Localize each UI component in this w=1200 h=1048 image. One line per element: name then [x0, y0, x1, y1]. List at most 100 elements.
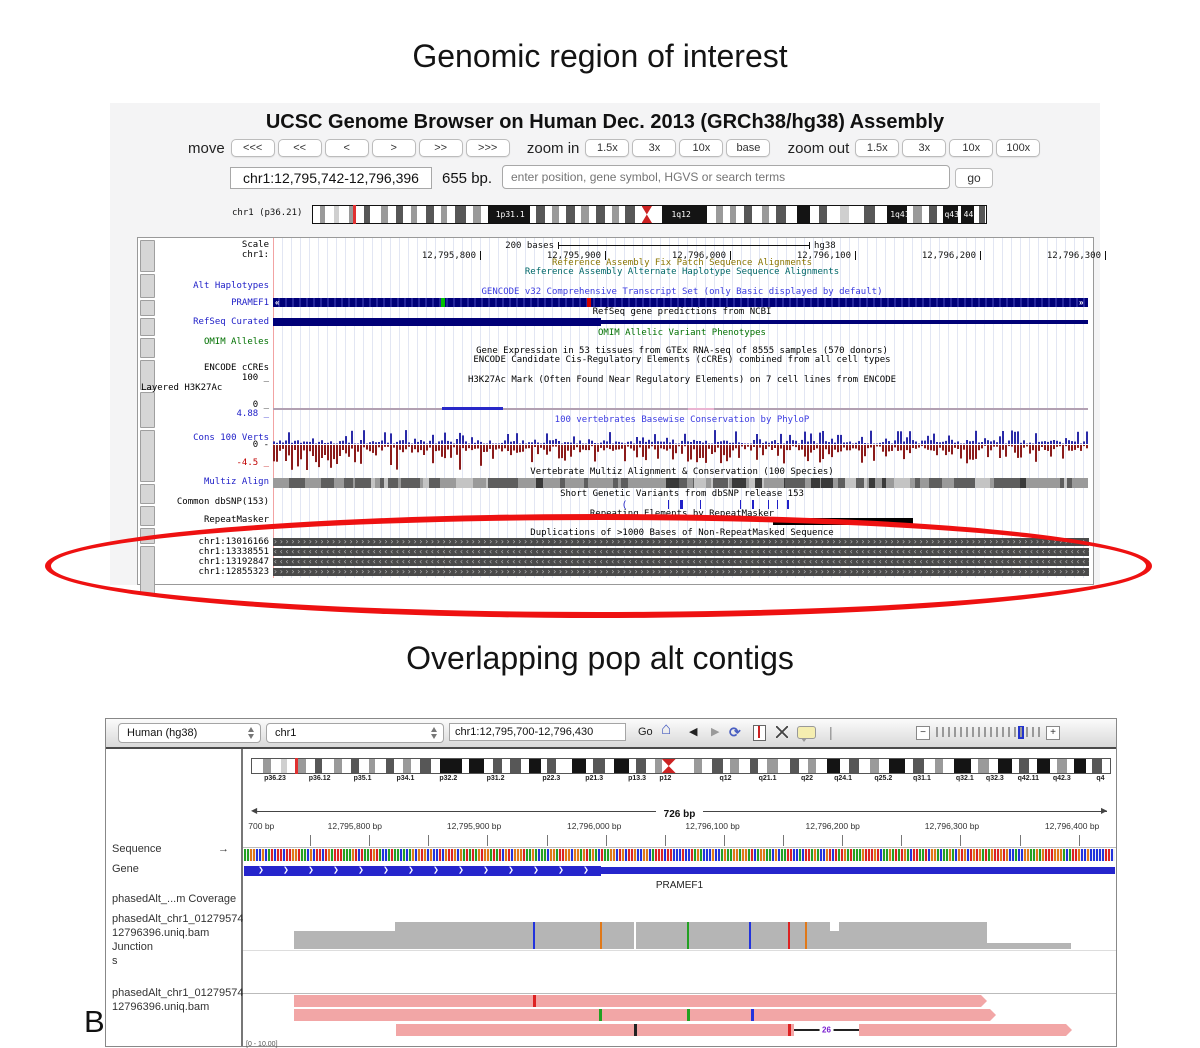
- sequence-base-stripe: [1003, 849, 1005, 861]
- track-drag-handle[interactable]: [140, 274, 155, 298]
- duplication-row-label: chr1:13192847: [198, 557, 269, 567]
- track-drag-handle[interactable]: [140, 430, 155, 482]
- ucsc-zoom-out-button[interactable]: 10x: [949, 139, 994, 158]
- ucsc-move-button[interactable]: >: [371, 139, 416, 158]
- ideogram-band-label: q42.3: [1052, 775, 1071, 782]
- ucsc-zoom-out-button[interactable]: 3x: [902, 139, 947, 158]
- span-label-wrap: 726 bp: [243, 804, 1116, 822]
- track-drag-handle[interactable]: [140, 546, 155, 594]
- sequence-base-stripe: [481, 849, 483, 861]
- coverage-allele-tick: [788, 922, 790, 949]
- ideogram-band: [799, 759, 808, 773]
- ideogram-band: [878, 759, 890, 773]
- ideogram-band: [661, 759, 676, 773]
- ideogram-band: [711, 759, 723, 773]
- chromosome-ideogram[interactable]: 1p31.1 1q12 1q41 q43 44: [312, 205, 987, 224]
- track-drag-handle[interactable]: [140, 528, 155, 544]
- ideogram-band: [434, 206, 441, 223]
- forward-icon[interactable]: ▶: [711, 726, 720, 738]
- ideogram-band: [313, 206, 320, 223]
- chromosome-select[interactable]: chr1: [266, 723, 444, 743]
- repeatmasker-bar: [773, 518, 913, 525]
- track-left-label: ENCODE cCREs: [203, 363, 269, 373]
- ucsc-zoom-in-button[interactable]: base: [726, 139, 771, 158]
- ideogram-band: [488, 206, 530, 223]
- sequence-base-stripe: [523, 849, 525, 861]
- select-stepper-icon: [431, 727, 438, 739]
- zoom-out-label: zoom out: [787, 139, 850, 157]
- ideogram-band: [396, 206, 403, 223]
- sequence-base-stripe: [1006, 849, 1008, 861]
- track-drag-handle[interactable]: [140, 484, 155, 504]
- ucsc-move-button[interactable]: <<: [277, 139, 322, 158]
- sequence-base-stripe: [334, 849, 336, 861]
- ucsc-move-button[interactable]: <: [324, 139, 369, 158]
- sequence-base-stripe: [1075, 849, 1077, 861]
- coverage-track: [0 - 10.00]: [243, 895, 1116, 1048]
- sequence-base-stripe: [265, 849, 267, 861]
- sequence-base-stripe: [460, 849, 462, 861]
- ideogram-band: [502, 759, 511, 773]
- sequence-base-stripe: [781, 849, 783, 861]
- track-drag-handle[interactable]: [140, 300, 155, 316]
- region-size-label: 655 bp.: [442, 170, 493, 187]
- ideogram-label: chr1 (p36.21): [232, 208, 303, 218]
- zoom-out-button[interactable]: −: [916, 726, 930, 740]
- sequence-base-stripe: [499, 849, 501, 861]
- ucsc-move-button[interactable]: >>>: [465, 139, 510, 158]
- multiz-segment: [358, 478, 372, 488]
- search-input[interactable]: [502, 165, 950, 189]
- go-button[interactable]: go: [955, 168, 993, 188]
- sequence-base-stripe: [847, 849, 849, 861]
- sequence-base-stripe: [658, 849, 660, 861]
- tooltip-icon[interactable]: [797, 726, 816, 742]
- track-drag-handle[interactable]: [140, 240, 155, 272]
- coordinate-label: 12,795,800: [421, 251, 476, 261]
- multiz-segment: [928, 478, 942, 488]
- conservation-histogram: [273, 430, 1088, 470]
- track-drag-handle[interactable]: [140, 506, 155, 526]
- sequence-base-stripe: [547, 849, 549, 861]
- home-icon[interactable]: ⌂: [661, 719, 672, 738]
- ucsc-zoom-out-button[interactable]: 1.5x: [855, 139, 900, 158]
- sequence-base-stripe: [1048, 849, 1050, 861]
- igv-chromosome-ideogram[interactable]: [251, 758, 1111, 774]
- dbsnp-tick: [700, 500, 701, 509]
- track-drag-handles[interactable]: [140, 240, 155, 594]
- genome-select[interactable]: Human (hg38): [118, 723, 261, 743]
- ucsc-zoom-in-button[interactable]: 1.5x: [585, 139, 630, 158]
- gene-track-label: Gene: [112, 863, 139, 875]
- track-drag-handle[interactable]: [140, 392, 155, 428]
- multiz-segment: [428, 478, 440, 488]
- sequence-base-stripe: [958, 849, 960, 861]
- go-button[interactable]: Go: [638, 726, 653, 738]
- zoom-in-button[interactable]: +: [1046, 726, 1060, 740]
- ideogram-band: [775, 206, 786, 223]
- ideogram-band: [380, 206, 388, 223]
- locus-input[interactable]: [449, 723, 626, 741]
- track-drag-handle[interactable]: [140, 338, 155, 358]
- sequence-base-stripe: [700, 849, 702, 861]
- sequence-base-stripe: [379, 849, 381, 861]
- ucsc-zoom-out-button[interactable]: 100x: [996, 139, 1041, 158]
- ideogram-band: [613, 759, 630, 773]
- sequence-base-stripe: [487, 849, 489, 861]
- track-drag-handle[interactable]: [140, 318, 155, 336]
- ucsc-zoom-in-button[interactable]: 3x: [632, 139, 677, 158]
- ucsc-zoom-in-button[interactable]: 10x: [679, 139, 724, 158]
- track-left-label: -4.5 _: [236, 458, 269, 468]
- zoom-slider[interactable]: − +: [916, 724, 1111, 742]
- sequence-base-stripe: [463, 849, 465, 861]
- sequence-strand-arrow[interactable]: →: [218, 843, 229, 855]
- ideogram-band: [333, 206, 340, 223]
- track-drag-handle[interactable]: [140, 360, 155, 390]
- refresh-icon[interactable]: ⟳: [729, 724, 741, 740]
- ideogram-band: [334, 759, 343, 773]
- sequence-base-stripe: [1033, 849, 1035, 861]
- region-of-interest-icon[interactable]: [753, 725, 766, 741]
- ucsc-move-button[interactable]: >>: [418, 139, 463, 158]
- ucsc-move-button[interactable]: <<<: [230, 139, 275, 158]
- ideogram-band: [342, 759, 352, 773]
- fit-to-window-icon[interactable]: [776, 726, 788, 738]
- back-icon[interactable]: ◀: [689, 726, 698, 738]
